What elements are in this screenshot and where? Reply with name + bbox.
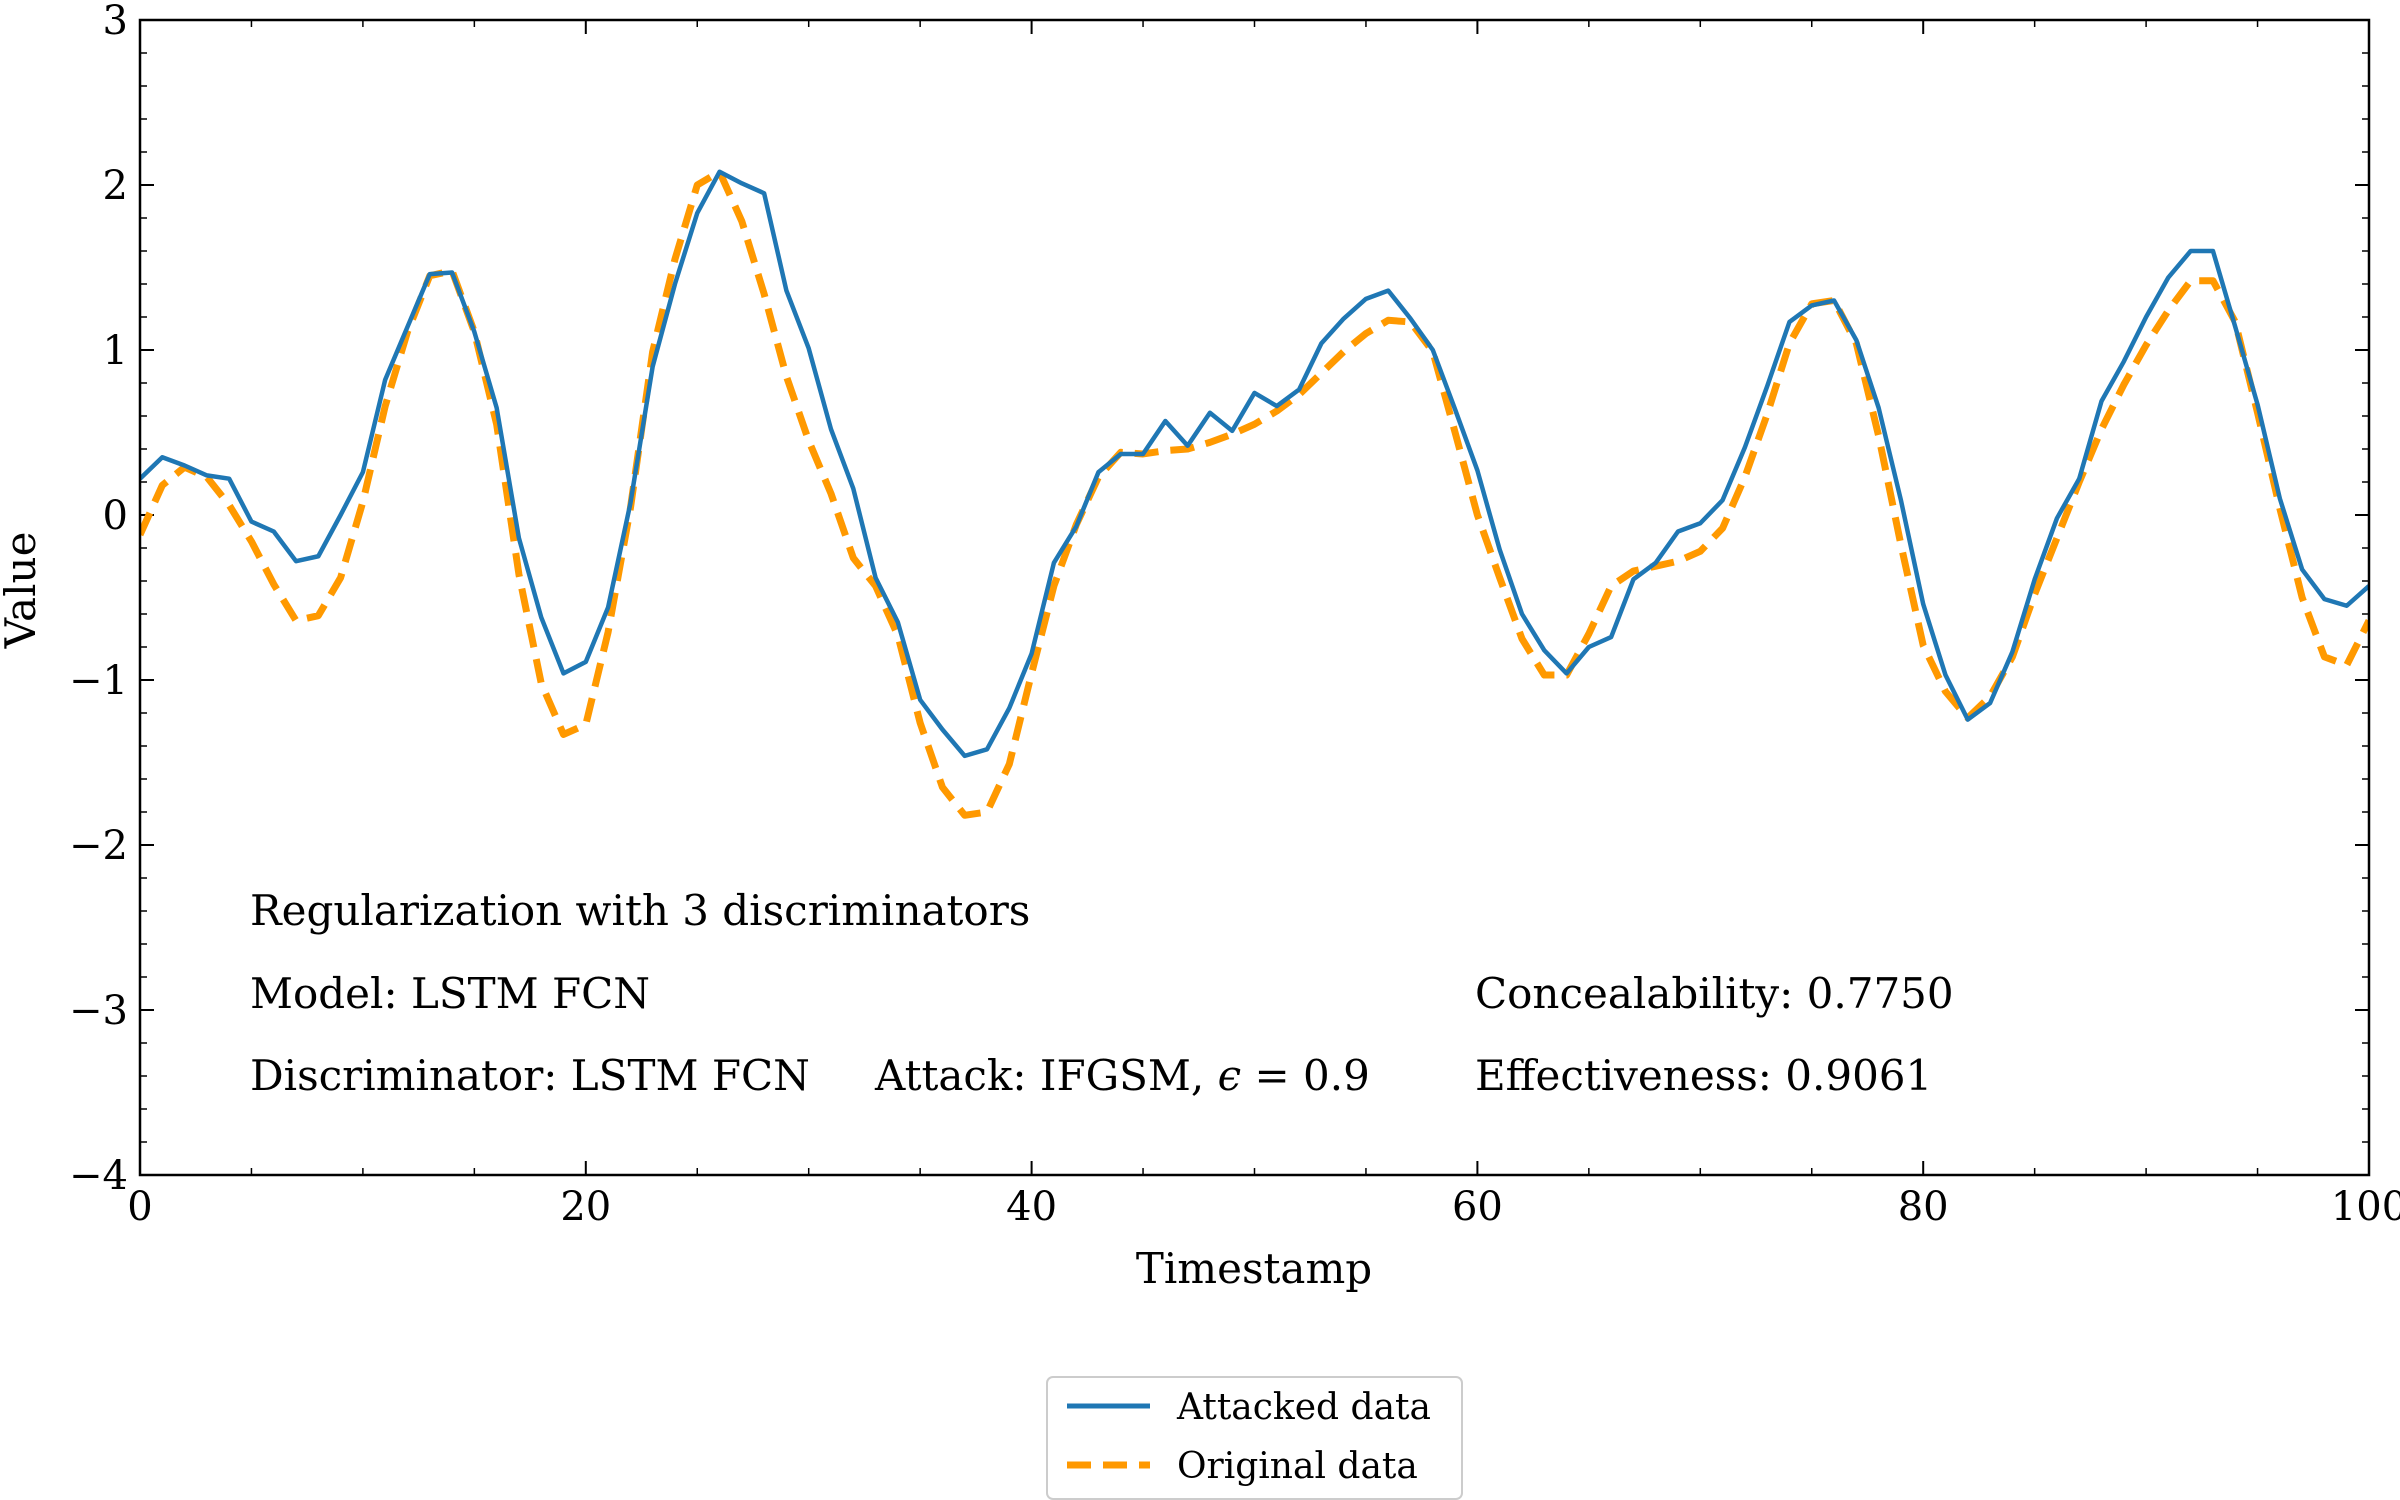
x-tick-label: 80 — [1898, 1184, 1949, 1230]
y-tick-label: 0 — [103, 493, 128, 539]
annotation-model: Model: LSTM FCN — [250, 969, 650, 1018]
x-tick-label: 100 — [2331, 1184, 2400, 1230]
y-tick-label: −1 — [69, 658, 128, 704]
y-tick-label: −3 — [69, 988, 128, 1034]
axis-ticks: 0 20 40 60 80 100 −4 −3 −2 −1 0 1 2 3 — [69, 0, 2400, 1230]
y-tick-label: 3 — [103, 0, 128, 44]
annotation-attack: Attack: IFGSM, ϵ = 0.9 — [874, 1051, 1370, 1100]
legend: Attacked data Original data — [1046, 1376, 1463, 1500]
legend-box — [1046, 1376, 1463, 1500]
x-tick-label: 60 — [1452, 1184, 1503, 1230]
series-attacked-line — [140, 169, 2369, 759]
x-axis-title: Timestamp — [1136, 1244, 1372, 1293]
y-tick-label: −4 — [69, 1153, 128, 1199]
plot-frame — [138, 18, 2371, 1177]
y-axis-title: Value — [0, 532, 45, 650]
x-tick-label: 0 — [127, 1184, 152, 1230]
annotation-effectiveness: Effectiveness: 0.9061 — [1475, 1051, 1932, 1100]
series-lines — [140, 168, 2369, 819]
y-tick-label: 1 — [103, 328, 128, 374]
annotation-regularization: Regularization with 3 discriminators — [250, 886, 1030, 935]
y-tick-label: −2 — [69, 823, 128, 869]
x-tick-label: 40 — [1006, 1184, 1057, 1230]
legend-label-original: Original data — [1177, 1446, 1418, 1487]
series-original-line — [140, 168, 2369, 819]
annotation-concealability: Concealability: 0.7750 — [1475, 969, 1954, 1018]
x-tick-label: 20 — [560, 1184, 611, 1230]
y-tick-label: 2 — [103, 163, 128, 209]
annotation-discriminator: Discriminator: LSTM FCN — [250, 1051, 810, 1100]
legend-label-attacked: Attacked data — [1176, 1387, 1431, 1428]
